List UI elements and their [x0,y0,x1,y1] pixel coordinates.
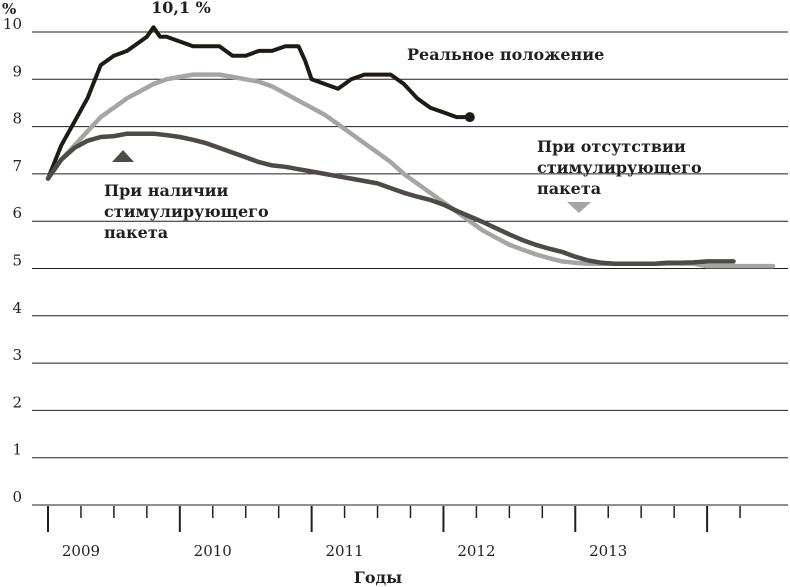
y-tick-label-5: 5 [12,252,22,270]
x-tick-label-2012: 2012 [457,542,495,560]
with-stimulus-pointer-icon [112,150,134,162]
y-tick-label-3: 3 [12,346,22,364]
without-stimulus-pointer-icon [567,202,591,213]
y-tick-label-1: 1 [12,441,22,459]
peak-value-label: 10,1 % [151,0,211,17]
x-axis [47,506,741,532]
y-tick-label-9: 9 [12,62,22,80]
actual-series-label: Реальное положение [407,45,604,64]
series-actual-line [46,25,472,181]
y-tick-label-10: 10 [3,15,22,33]
x-tick-label-2009: 2009 [62,542,100,560]
with-stimulus-label-line-2: стимулирующего [104,202,269,221]
y-tick-label-7: 7 [12,157,22,175]
y-tick-label-6: 6 [12,204,22,222]
y-tick-label-8: 8 [12,110,22,128]
x-tick-label-2010: 2010 [194,542,232,560]
grid-lines [32,31,788,506]
y-tick-label-4: 4 [12,299,22,317]
y-tick-label-0: 0 [12,488,22,506]
y-axis-unit-label: % [2,0,16,18]
actual-series-end-marker [464,112,475,123]
x-tick-labels: 2009 2010 2011 2012 2013 [62,542,627,560]
x-axis-title: Годы [354,568,402,587]
without-stimulus-label-line-3: пакета [537,179,601,198]
annotations: 10,1 % Реальное положение При отсутствии… [104,0,702,242]
with-stimulus-label-line-1: При наличии [104,181,229,200]
series-with-stimulus-line [45,131,736,267]
without-stimulus-label-line-2: стимулирующего [537,158,702,177]
y-tick-labels: 0 1 2 3 4 5 6 7 8 9 10 [3,15,22,506]
x-tick-label-2013: 2013 [589,542,627,560]
series-lines [45,25,776,269]
y-tick-label-2: 2 [12,393,22,411]
without-stimulus-label-line-1: При отсутствии [537,137,686,156]
x-tick-label-2011: 2011 [325,542,363,560]
with-stimulus-label-line-3: пакета [104,223,168,242]
